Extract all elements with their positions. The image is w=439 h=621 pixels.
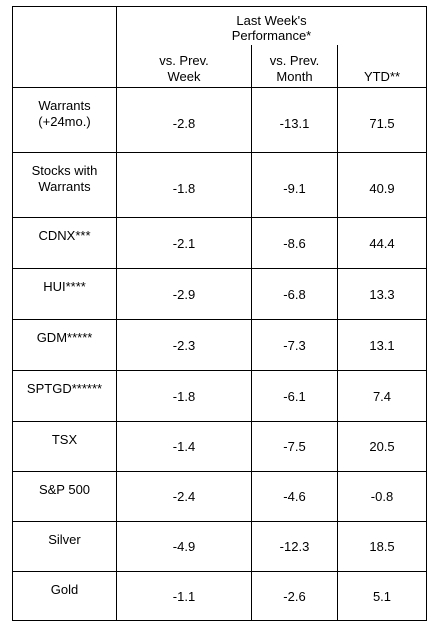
row-label-line1: Silver xyxy=(48,532,81,547)
column-header-month-line2: Month xyxy=(276,69,313,84)
value-month: -7.3 xyxy=(251,319,338,371)
row-label-line1: CDNX*** xyxy=(38,228,91,243)
value-week: -2.4 xyxy=(116,471,252,522)
value-month: -9.1 xyxy=(251,152,338,218)
column-header-ytd-line1: YTD** xyxy=(363,69,401,84)
column-header-month: vs. Prev. Month xyxy=(251,45,338,88)
value-ytd: 5.1 xyxy=(337,571,427,621)
header-row-columns: vs. Prev. Week vs. Prev. Month YTD** xyxy=(13,45,427,88)
group-title-line1: Last Week's xyxy=(236,13,307,28)
value-ytd: 13.3 xyxy=(337,268,427,320)
row-label: S&P 500 xyxy=(12,471,117,522)
row-label: CDNX*** xyxy=(12,217,117,269)
value-month: -4.6 xyxy=(251,471,338,522)
corner-cell xyxy=(12,6,117,88)
value-ytd: 44.4 xyxy=(337,217,427,269)
value-week: -2.8 xyxy=(116,87,252,153)
table-row: Stocks with Warrants -1.8 -9.1 40.9 xyxy=(12,152,427,218)
column-header-month-line1: vs. Prev. xyxy=(269,53,320,68)
value-week: -1.4 xyxy=(116,421,252,472)
row-label-line1: GDM***** xyxy=(36,330,93,345)
row-label-line1: S&P 500 xyxy=(38,482,91,497)
table-row: Gold -1.1 -2.6 5.1 xyxy=(12,571,427,621)
table-row: SPTGD****** -1.8 -6.1 7.4 xyxy=(12,370,427,422)
value-week: -2.9 xyxy=(116,268,252,320)
value-month: -13.1 xyxy=(251,87,338,153)
value-ytd: 18.5 xyxy=(337,521,427,572)
row-label: Stocks with Warrants xyxy=(12,152,117,218)
value-ytd: 7.4 xyxy=(337,370,427,422)
row-label-line1: Gold xyxy=(50,582,79,597)
table-row: Warrants (+24mo.) -2.8 -13.1 71.5 xyxy=(12,87,427,153)
column-header-week-line2: Week xyxy=(167,69,201,84)
column-header-week-line1: vs. Prev. xyxy=(159,53,209,68)
value-month: -2.6 xyxy=(251,571,338,621)
value-ytd: 13.1 xyxy=(337,319,427,371)
table-row: S&P 500 -2.4 -4.6 -0.8 xyxy=(12,471,427,522)
row-label-line1: Stocks with xyxy=(31,163,98,178)
performance-table: Last Week's Performance* vs. Prev. Week … xyxy=(12,6,427,621)
row-label: HUI**** xyxy=(12,268,117,320)
value-month: -6.8 xyxy=(251,268,338,320)
value-week: -2.1 xyxy=(116,217,252,269)
row-label-line1: Warrants xyxy=(38,98,91,113)
group-title-line2: Performance* xyxy=(231,28,312,43)
table-row: GDM***** -2.3 -7.3 13.1 xyxy=(12,319,427,371)
value-week: -2.3 xyxy=(116,319,252,371)
value-week: -1.8 xyxy=(116,152,252,218)
value-week: -1.1 xyxy=(116,571,252,621)
value-week: -4.9 xyxy=(116,521,252,572)
value-ytd: -0.8 xyxy=(337,471,427,522)
row-label-line1: HUI**** xyxy=(43,279,86,294)
row-label-line2: Warrants xyxy=(38,179,91,194)
row-label: Gold xyxy=(12,571,117,621)
row-label: GDM***** xyxy=(12,319,117,371)
value-month: -8.6 xyxy=(251,217,338,269)
value-month: -7.5 xyxy=(251,421,338,472)
row-label: TSX xyxy=(12,421,117,472)
table-row: TSX -1.4 -7.5 20.5 xyxy=(12,421,427,472)
value-month: -12.3 xyxy=(251,521,338,572)
row-label: SPTGD****** xyxy=(12,370,117,422)
value-ytd: 71.5 xyxy=(337,87,427,153)
column-header-week: vs. Prev. Week xyxy=(116,45,252,88)
value-ytd: 20.5 xyxy=(337,421,427,472)
row-label: Warrants (+24mo.) xyxy=(12,87,117,153)
row-label: Silver xyxy=(12,521,117,572)
table-row: Silver -4.9 -12.3 18.5 xyxy=(12,521,427,572)
column-header-ytd: YTD** xyxy=(337,45,427,88)
value-week: -1.8 xyxy=(116,370,252,422)
value-ytd: 40.9 xyxy=(337,152,427,218)
group-header-cell: Last Week's Performance* xyxy=(116,6,427,45)
table-row: HUI**** -2.9 -6.8 13.3 xyxy=(12,268,427,320)
header-row-top: Last Week's Performance* xyxy=(12,6,427,88)
row-label-line1: TSX xyxy=(51,432,78,447)
row-label-line2: (+24mo.) xyxy=(38,114,91,129)
table-row: CDNX*** -2.1 -8.6 44.4 xyxy=(12,217,427,269)
value-month: -6.1 xyxy=(251,370,338,422)
row-label-line1: SPTGD****** xyxy=(26,381,103,396)
